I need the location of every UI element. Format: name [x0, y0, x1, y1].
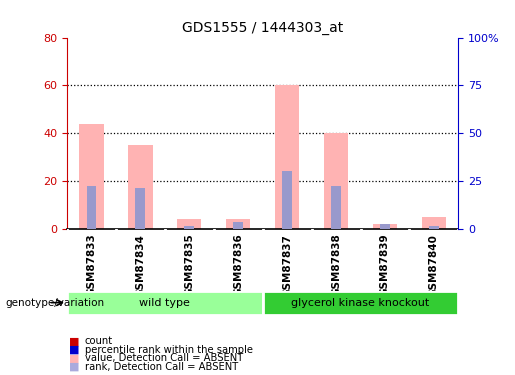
- Text: GSM87835: GSM87835: [184, 234, 194, 297]
- Bar: [184, 226, 194, 229]
- Bar: [67, 291, 263, 315]
- Text: ■: ■: [70, 345, 80, 355]
- Bar: [422, 217, 446, 229]
- Bar: [79, 124, 104, 229]
- Text: rank, Detection Call = ABSENT: rank, Detection Call = ABSENT: [85, 362, 238, 372]
- Bar: [87, 186, 96, 229]
- Bar: [429, 226, 439, 229]
- Bar: [226, 219, 250, 229]
- Text: ■: ■: [70, 362, 80, 372]
- Text: GSM87834: GSM87834: [135, 234, 145, 297]
- Text: GSM87839: GSM87839: [380, 234, 390, 296]
- Text: count: count: [85, 336, 113, 346]
- Text: GSM87837: GSM87837: [282, 234, 292, 297]
- Text: percentile rank within the sample: percentile rank within the sample: [85, 345, 253, 355]
- Bar: [373, 224, 397, 229]
- Text: value, Detection Call = ABSENT: value, Detection Call = ABSENT: [85, 354, 243, 363]
- Bar: [128, 145, 152, 229]
- Text: wild type: wild type: [140, 298, 190, 308]
- Bar: [331, 186, 341, 229]
- Bar: [177, 219, 201, 229]
- Text: GSM87838: GSM87838: [331, 234, 341, 297]
- Bar: [380, 224, 390, 229]
- Bar: [135, 188, 145, 229]
- Bar: [233, 222, 243, 229]
- Text: genotype/variation: genotype/variation: [5, 298, 104, 307]
- Text: glycerol kinase knockout: glycerol kinase knockout: [291, 298, 430, 308]
- Text: GSM87840: GSM87840: [429, 234, 439, 297]
- Text: GSM87836: GSM87836: [233, 234, 243, 297]
- Text: GSM87833: GSM87833: [87, 234, 96, 297]
- Bar: [282, 171, 292, 229]
- Bar: [275, 86, 299, 229]
- Title: GDS1555 / 1444303_at: GDS1555 / 1444303_at: [182, 21, 344, 35]
- Bar: [263, 291, 458, 315]
- Text: ■: ■: [70, 336, 80, 346]
- Text: ■: ■: [70, 354, 80, 363]
- Bar: [324, 133, 348, 229]
